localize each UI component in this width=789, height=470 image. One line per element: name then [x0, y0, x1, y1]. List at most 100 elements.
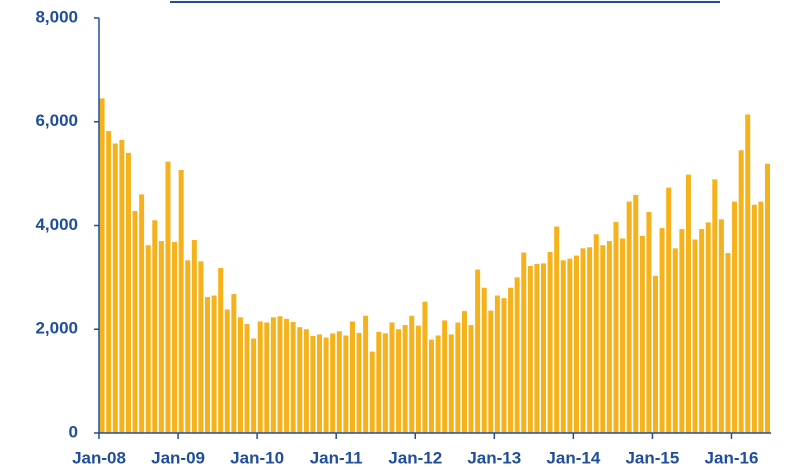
- bar: [765, 163, 770, 434]
- bar: [231, 293, 237, 433]
- bar: [442, 320, 448, 433]
- bar: [237, 317, 243, 433]
- bar: [389, 322, 395, 433]
- x-tick-label: Jan-13: [467, 448, 521, 467]
- bar: [732, 201, 738, 433]
- x-tick-label: Jan-14: [546, 448, 600, 467]
- bar: [297, 327, 303, 433]
- bar: [218, 268, 224, 433]
- bar: [139, 194, 145, 433]
- bar: [336, 331, 342, 433]
- bar: [745, 114, 751, 434]
- bar: [106, 131, 112, 433]
- bar: [172, 242, 178, 433]
- bar: [349, 321, 355, 433]
- bar: [738, 150, 744, 433]
- y-tick-label: 2,000: [35, 319, 78, 338]
- bar: [270, 317, 276, 433]
- bar: [521, 252, 527, 433]
- bar: [402, 325, 408, 433]
- bar: [527, 265, 533, 433]
- x-tick-label: Jan-16: [705, 448, 759, 467]
- bar: [185, 260, 191, 433]
- x-tick-label: Jan-11: [310, 448, 363, 467]
- x-tick-label: Jan-10: [230, 448, 284, 467]
- bar: [396, 329, 402, 433]
- x-tick-label: Jan-15: [625, 448, 679, 467]
- bar: [125, 152, 131, 433]
- bar: [303, 329, 309, 433]
- bar: [626, 201, 632, 433]
- bar: [132, 210, 138, 433]
- bar: [251, 338, 257, 433]
- bar: [699, 229, 705, 433]
- bar: [751, 204, 757, 433]
- bar: [264, 322, 270, 433]
- bar: [198, 261, 204, 433]
- bar: [382, 333, 388, 433]
- bar: [534, 263, 540, 433]
- bar: [639, 235, 645, 433]
- bar: [330, 333, 336, 433]
- bar: [112, 143, 118, 433]
- bar: [99, 98, 105, 433]
- bar: [119, 139, 125, 433]
- bar: [587, 247, 593, 433]
- bar: [633, 194, 639, 433]
- y-tick-label: 8,000: [35, 7, 78, 26]
- bar: [653, 275, 658, 433]
- bar: [435, 335, 441, 433]
- bar: [613, 221, 619, 433]
- bar: [165, 161, 171, 433]
- bar: [508, 287, 514, 433]
- bar: [244, 324, 250, 433]
- x-tick-label: Jan-09: [151, 448, 205, 467]
- bar: [448, 334, 454, 433]
- bar: [323, 337, 329, 433]
- y-tick-label: 4,000: [35, 215, 78, 234]
- bar: [363, 315, 369, 433]
- bar: [310, 335, 316, 433]
- bar: [580, 248, 586, 433]
- bar: [692, 239, 698, 433]
- bar: [488, 310, 494, 433]
- bar: [593, 234, 599, 433]
- bar: [481, 287, 487, 433]
- bar: [290, 321, 296, 433]
- bar: [685, 174, 691, 433]
- bar: [376, 331, 382, 433]
- bar: [620, 238, 626, 433]
- bar: [409, 315, 415, 433]
- bar: [415, 325, 421, 433]
- bar: [646, 212, 652, 433]
- bar: [277, 316, 283, 433]
- bar: [679, 229, 685, 433]
- bar: [712, 179, 718, 433]
- bar: [178, 169, 184, 433]
- bar: [567, 258, 573, 433]
- bar: [600, 245, 606, 433]
- bar: [475, 269, 481, 433]
- y-tick-label: 0: [69, 422, 78, 441]
- bar: [718, 219, 724, 433]
- bar: [547, 251, 553, 433]
- bar: [205, 297, 210, 433]
- bar: [158, 241, 164, 433]
- bar: [560, 260, 566, 433]
- bar: [573, 255, 579, 433]
- bar: [422, 301, 428, 433]
- bar: [494, 295, 500, 433]
- bar: [429, 339, 434, 433]
- bar: [317, 334, 322, 433]
- bar: [606, 241, 612, 433]
- x-tick-label: Jan-08: [72, 448, 126, 467]
- bar: [514, 277, 520, 433]
- bar: [369, 351, 375, 433]
- bar: [672, 248, 678, 433]
- bar: [257, 321, 263, 433]
- y-tick-label: 6,000: [35, 111, 78, 130]
- bar: [461, 311, 467, 433]
- bar: [725, 252, 731, 433]
- bar: [659, 228, 665, 433]
